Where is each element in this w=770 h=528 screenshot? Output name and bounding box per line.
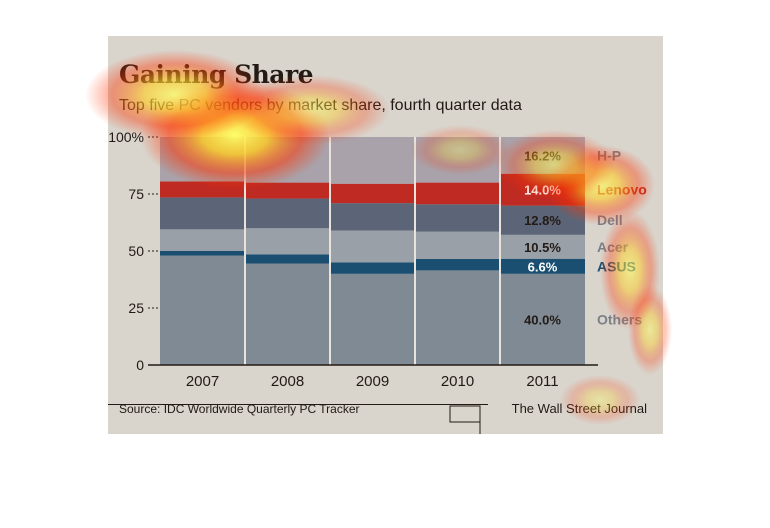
data-label-2011-acer: 10.5% bbox=[524, 240, 561, 255]
bar-others-2010 bbox=[415, 270, 500, 365]
data-label-2011-asus: 6.6% bbox=[528, 259, 558, 274]
x-tick-label-2010: 2010 bbox=[441, 373, 474, 390]
bar-dell-2010 bbox=[415, 204, 500, 232]
data-label-2011-others: 40.0% bbox=[524, 312, 561, 327]
bar-h-p-2010 bbox=[415, 137, 500, 183]
bar-acer-2010 bbox=[415, 231, 500, 259]
bar-h-p-2008 bbox=[245, 137, 330, 183]
y-tick-label-25: 25 bbox=[128, 300, 144, 316]
y-tick-label-0: 0 bbox=[136, 357, 144, 373]
data-label-2011-dell: 12.8% bbox=[524, 213, 561, 228]
series-label-others: Others bbox=[597, 311, 642, 327]
bar-dell-2009 bbox=[330, 203, 415, 231]
y-tick-label-100: 100% bbox=[108, 129, 144, 145]
series-label-lenovo: Lenovo bbox=[597, 182, 647, 198]
y-tick-label-50: 50 bbox=[128, 243, 144, 259]
bar-asus-2011 bbox=[500, 258, 585, 274]
series-label-asus: ASUS bbox=[597, 258, 636, 274]
x-tick-label-2011: 2011 bbox=[526, 373, 558, 390]
y-tick-label-75: 75 bbox=[128, 186, 144, 202]
x-tick-label-2008: 2008 bbox=[271, 373, 304, 390]
bar-others-2009 bbox=[330, 273, 415, 365]
bar-lenovo-2007 bbox=[160, 181, 245, 198]
bar-asus-2007 bbox=[160, 251, 245, 256]
bar-asus-2010 bbox=[415, 258, 500, 271]
data-label-2011-lenovo: 14.0% bbox=[524, 183, 561, 198]
bar-acer-2008 bbox=[245, 228, 330, 255]
bar-others-2008 bbox=[245, 263, 330, 365]
bar-acer-2009 bbox=[330, 230, 415, 263]
bar-asus-2008 bbox=[245, 254, 330, 264]
x-tick-label-2009: 2009 bbox=[356, 373, 389, 390]
bar-others-2011 bbox=[500, 273, 585, 365]
bar-dell-2008 bbox=[245, 198, 330, 229]
x-tick-label-2007: 2007 bbox=[186, 373, 219, 390]
bar-others-2007 bbox=[160, 255, 245, 365]
decorative-box bbox=[449, 405, 481, 423]
bar-acer-2007 bbox=[160, 229, 245, 251]
bar-lenovo-2009 bbox=[330, 183, 415, 204]
bar-h-p-2007 bbox=[160, 137, 245, 182]
source-rule bbox=[108, 404, 488, 405]
bar-dell-2007 bbox=[160, 197, 245, 230]
bar-acer-2011 bbox=[500, 234, 585, 259]
bar-lenovo-2008 bbox=[245, 182, 330, 199]
bar-h-p-2009 bbox=[330, 137, 415, 184]
bar-asus-2009 bbox=[330, 262, 415, 274]
source-note: Source: IDC Worldwide Quarterly PC Track… bbox=[119, 402, 360, 416]
series-label-h-p: H-P bbox=[597, 147, 621, 163]
bar-lenovo-2010 bbox=[415, 182, 500, 205]
data-label-2011-h-p: 16.2% bbox=[524, 148, 561, 163]
series-label-acer: Acer bbox=[597, 239, 629, 255]
series-label-dell: Dell bbox=[597, 212, 623, 228]
